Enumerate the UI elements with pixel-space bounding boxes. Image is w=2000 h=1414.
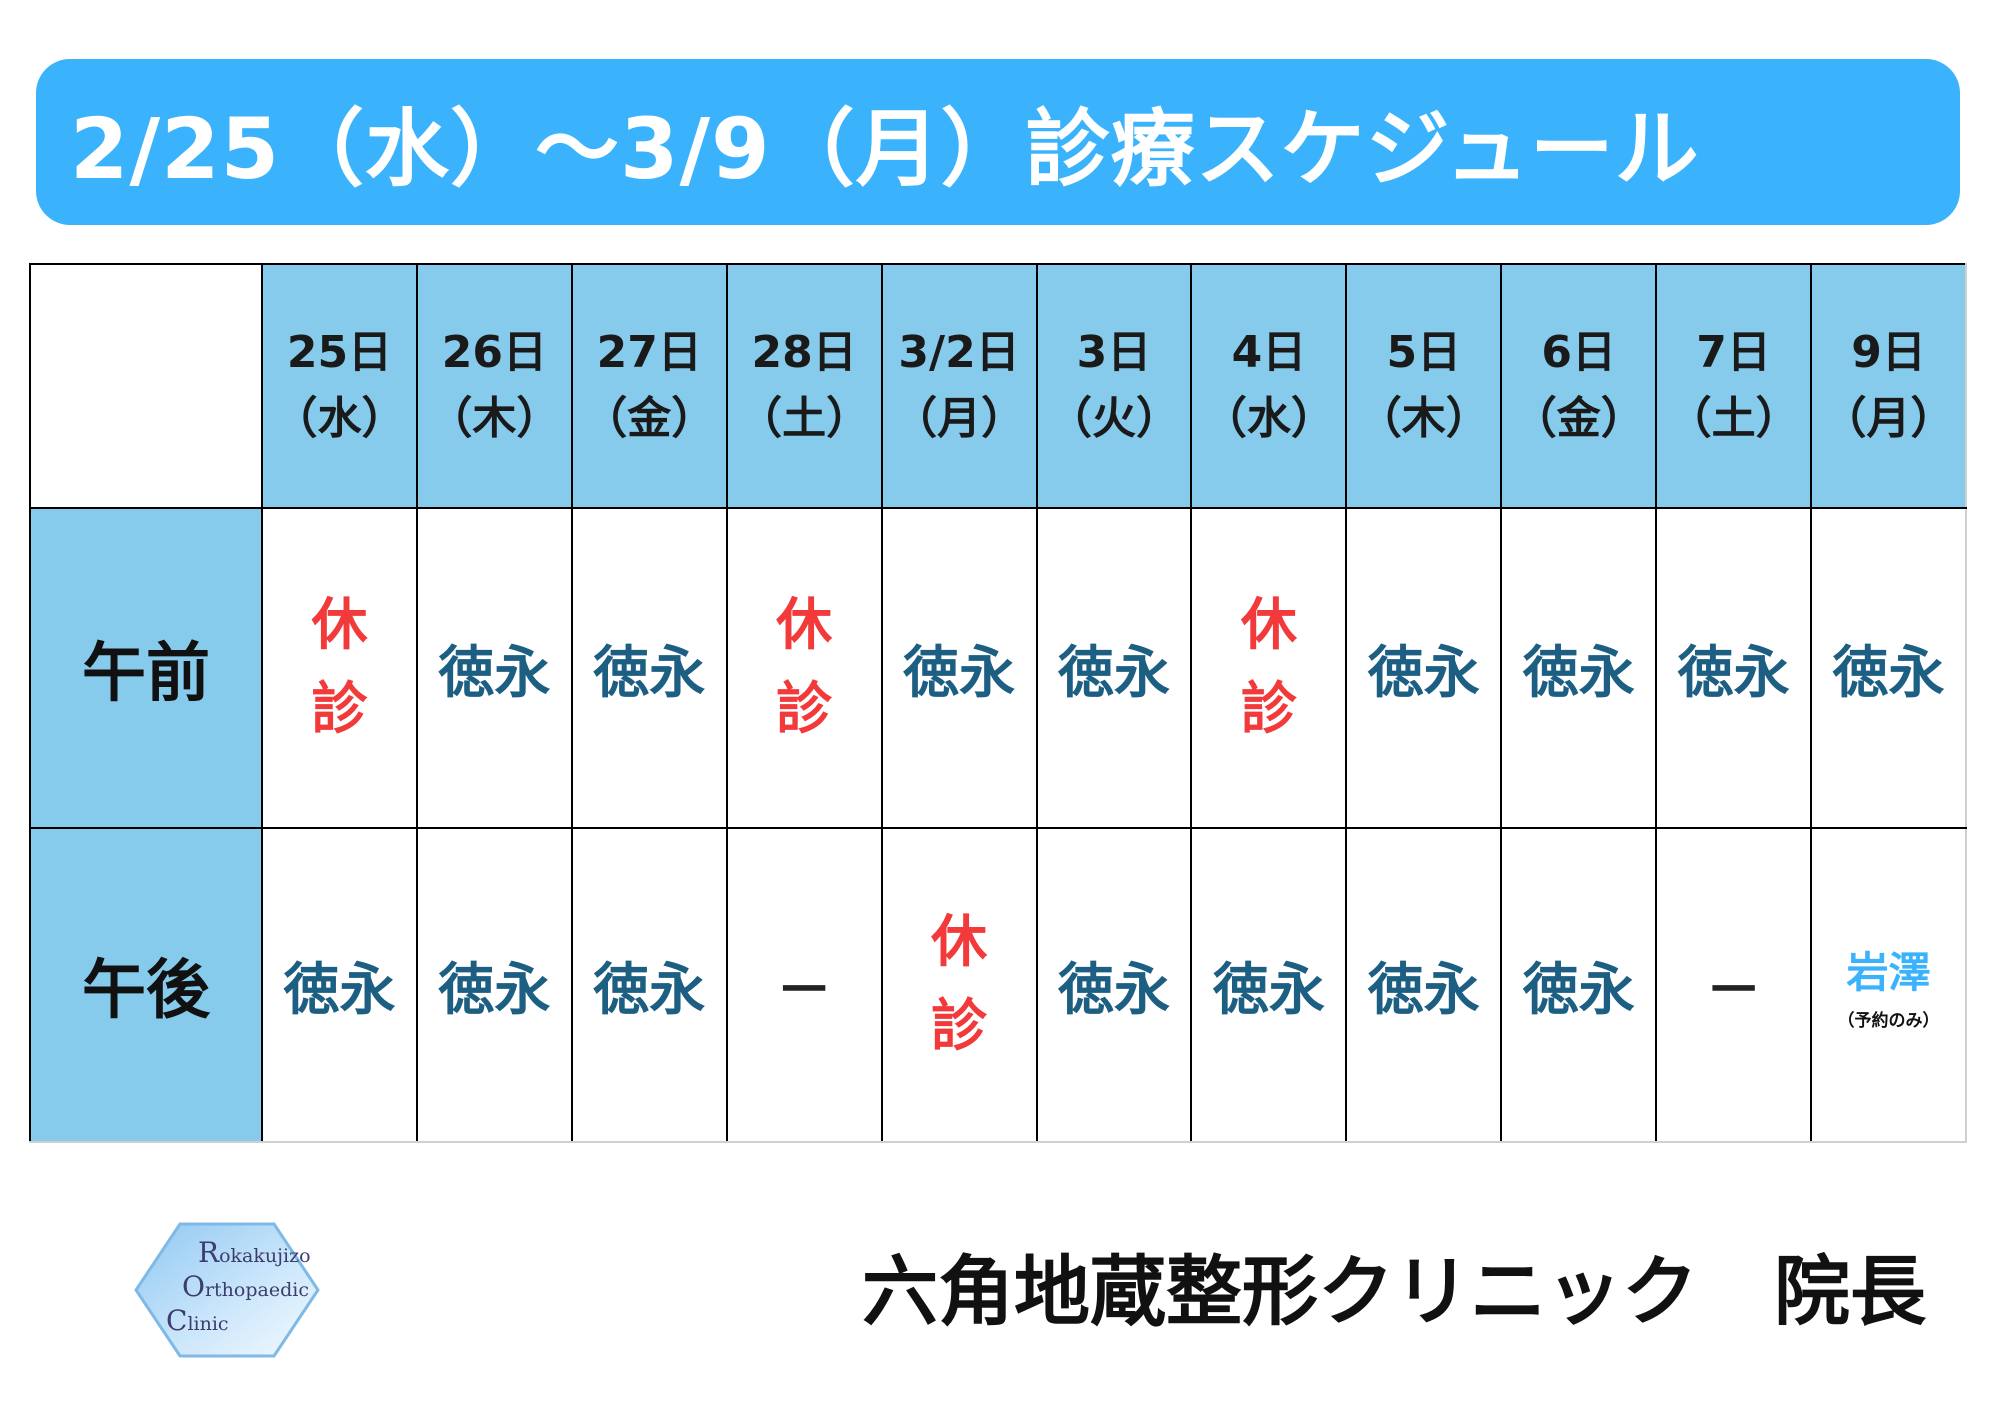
closed-cell: 休診 <box>261 507 418 829</box>
title-banner: 2/25（水）〜3/9（月）診療スケジュール <box>36 59 1960 225</box>
closed-cell: 休診 <box>725 507 883 829</box>
logo-line-1: Rokakujizo <box>198 1236 311 1269</box>
am-label: 午前 <box>29 507 263 829</box>
day-header: 5日 （木） <box>1345 263 1503 509</box>
doctor-cell: 徳永 <box>1810 507 1967 829</box>
dash-cell: － <box>725 827 883 1143</box>
doctor-cell: 徳永 <box>880 507 1038 829</box>
day-header: 9日 （月） <box>1810 263 1967 509</box>
doctor-cell: 徳永 <box>1345 827 1503 1143</box>
pm-label: 午後 <box>29 827 263 1143</box>
footer-text: 六角地蔵整形クリニック 院長 <box>862 1247 1926 1336</box>
doctor-cell: 徳永 <box>415 507 573 829</box>
doctor-cell: 徳永 <box>1190 827 1348 1143</box>
schedule-table: 25日 （水） 26日 （木） 27日 （金） 28日 （土） 3/2日 （月） 3日 （火… <box>29 263 1967 1143</box>
doctor-cell: 徳永 <box>1500 827 1658 1143</box>
doctor-cell: 徳永 <box>261 827 418 1143</box>
closed-cell: 休診 <box>880 827 1038 1143</box>
day-header: 26日 （木） <box>415 263 573 509</box>
logo-line-2: Orthopaedic <box>182 1270 309 1303</box>
day-header: 27日 （金） <box>570 263 728 509</box>
doctor-cell: 徳永 <box>415 827 573 1143</box>
closed-cell: 休診 <box>1190 507 1348 829</box>
day-header: 6日 （金） <box>1500 263 1658 509</box>
corner-cell <box>29 263 263 509</box>
doctor-cell: 徳永 <box>1500 507 1658 829</box>
day-header: 7日 （土） <box>1655 263 1813 509</box>
iwasawa-cell: 岩澤 （予約のみ） <box>1810 827 1967 1143</box>
day-header: 3日 （火） <box>1035 263 1193 509</box>
iwasawa-label: 岩澤 <box>1846 948 1931 997</box>
header-row: 25日 （水） 26日 （木） 27日 （金） 28日 （土） 3/2日 （月） 3日 （火… <box>29 263 1967 509</box>
doctor-cell: 徳永 <box>1035 827 1193 1143</box>
day-header: 25日 （水） <box>261 263 418 509</box>
clinic-logo: Rokakujizo Orthopaedic Clinic <box>132 1220 322 1360</box>
pm-row: 午後 徳永 徳永 徳永 － 休診 徳永 徳永 徳永 徳永 － 岩澤 （予約のみ） <box>29 827 1967 1143</box>
dash-cell: － <box>1655 827 1813 1143</box>
reservation-note: （予約のみ） <box>1837 1011 1940 1031</box>
day-header: 4日 （水） <box>1190 263 1348 509</box>
doctor-cell: 徳永 <box>570 827 728 1143</box>
page-title: 2/25（水）〜3/9（月）診療スケジュール <box>70 99 1700 198</box>
doctor-cell: 徳永 <box>570 507 728 829</box>
doctor-cell: 徳永 <box>1035 507 1193 829</box>
hexagon-icon <box>134 1222 320 1358</box>
am-row: 午前 休診 徳永 徳永 休診 徳永 徳永 休診 徳永 徳永 徳永 徳永 <box>29 507 1967 829</box>
doctor-cell: 徳永 <box>1655 507 1813 829</box>
day-header: 3/2日 （月） <box>880 263 1038 509</box>
day-header: 28日 （土） <box>725 263 883 509</box>
logo-line-3: Clinic <box>166 1304 229 1337</box>
doctor-cell: 徳永 <box>1345 507 1503 829</box>
